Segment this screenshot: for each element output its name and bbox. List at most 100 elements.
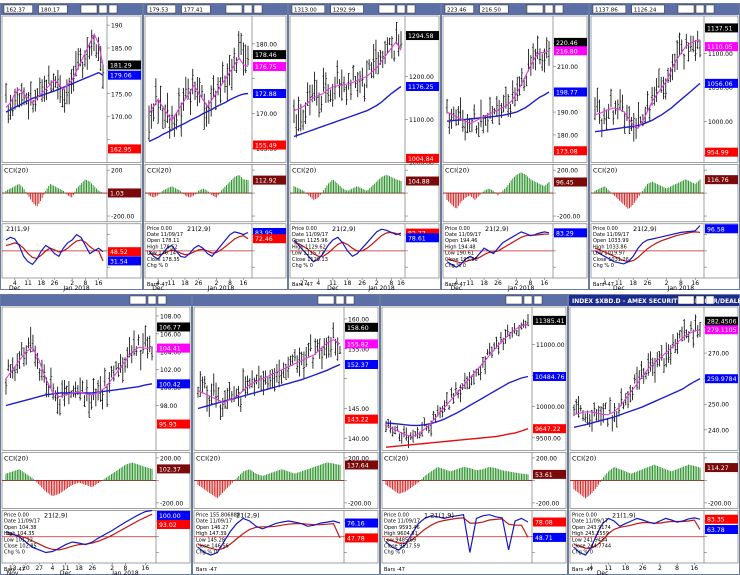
price-label-box bbox=[345, 322, 378, 332]
moving-average-slow bbox=[573, 378, 701, 428]
x-period-label: Nov bbox=[7, 570, 19, 575]
osc-title: 21(2,9) bbox=[633, 225, 657, 233]
price-label: 216.80 bbox=[556, 48, 578, 55]
moving-average-fast bbox=[293, 40, 402, 112]
data-window-line: Open 194.46 bbox=[445, 238, 477, 244]
title-bar bbox=[381, 295, 567, 306]
data-window-line: Close 244.7744 bbox=[572, 544, 611, 550]
x-tick-label: 16 bbox=[397, 280, 405, 287]
chart-panel-2: 179.53177.4146180.00170.00165.00178.4617… bbox=[143, 3, 288, 292]
x-tick-label: 18 bbox=[75, 565, 83, 572]
x-tick-label: 11 bbox=[605, 565, 613, 572]
data-window-line: Price 0.00 bbox=[384, 513, 409, 519]
title-bar-bg bbox=[442, 4, 588, 15]
sym-box bbox=[677, 4, 695, 14]
minimize-box bbox=[695, 4, 705, 14]
sym-box bbox=[129, 295, 147, 305]
cci-label-box bbox=[345, 460, 378, 470]
data-window-line: Low 241.9434 bbox=[572, 537, 607, 543]
header-value: 162.37 bbox=[6, 8, 26, 14]
sym-box bbox=[526, 4, 544, 14]
y-tick-label: 175.00 bbox=[111, 91, 132, 98]
title-bar: INDEX $XBD.D - AMEX SECURITIES BROKER/DE… bbox=[569, 295, 740, 306]
ohlc-bars bbox=[445, 35, 551, 141]
data-window-line: Low 1115.77 bbox=[292, 251, 324, 257]
price-label: 172.88 bbox=[255, 91, 277, 98]
x-tick-label: 8 bbox=[83, 280, 87, 287]
osc-label-box bbox=[533, 532, 566, 542]
ohlc-bars bbox=[196, 322, 342, 420]
x-tick-label: 26 bbox=[51, 280, 59, 287]
osc-label: 83.95 bbox=[255, 230, 273, 237]
close-box bbox=[406, 4, 416, 14]
data-window-line: High 1033.86 bbox=[593, 244, 627, 250]
data-window-line: Chg % 0 bbox=[196, 550, 217, 556]
y-tick-label: 160.00 bbox=[348, 316, 369, 323]
sym-box bbox=[225, 4, 243, 14]
y-tick-label: 11000.00 bbox=[536, 342, 565, 349]
price-label-box bbox=[705, 316, 738, 326]
price-label: 954.99 bbox=[707, 150, 729, 157]
x-tick-label: 13 bbox=[9, 565, 17, 572]
data-window-line: Price 0.00 bbox=[572, 513, 597, 519]
price-label: 198.77 bbox=[556, 89, 578, 96]
y-tick-label: 145.00 bbox=[348, 406, 369, 413]
x-tick-label: 8 bbox=[675, 565, 679, 572]
y-tick-label: 1100.00 bbox=[409, 117, 434, 124]
x-tick-label: 2 bbox=[515, 280, 519, 287]
cci-tick-label: -200.00 bbox=[708, 500, 731, 507]
cci-tick-label: 200.00 bbox=[557, 168, 578, 175]
title-bar bbox=[1, 295, 191, 306]
data-window-line: Low 101.12 bbox=[4, 537, 33, 543]
header-box bbox=[146, 4, 176, 14]
cci-label-box bbox=[533, 469, 566, 479]
cci-title: CCI(20) bbox=[147, 166, 171, 174]
chart-panel-4: 223.46216.5046220.00210.00190.00180.0022… bbox=[441, 3, 589, 292]
cci-tick-label: 200 bbox=[111, 168, 123, 175]
bars-count: Bars -47 bbox=[572, 567, 593, 573]
bars-count: Bars -47 bbox=[593, 282, 614, 288]
sym-box bbox=[317, 295, 335, 305]
moving-average-fast bbox=[446, 50, 550, 125]
price-label: 158.60 bbox=[347, 325, 369, 332]
y-tick-label: 250.00 bbox=[708, 402, 729, 409]
data-window-line: High 178.52 bbox=[147, 244, 178, 250]
data-window-line: High 147.39 bbox=[196, 531, 227, 537]
data-window-line: Price 0.00 bbox=[292, 226, 317, 232]
x-tick-label: 11 bbox=[168, 280, 176, 287]
data-window-line: Low 1019.97 bbox=[593, 251, 625, 257]
osc-main-line bbox=[594, 225, 701, 265]
data-window-line: Open 9593.46 bbox=[384, 525, 420, 531]
close-box bbox=[533, 295, 543, 305]
y-tick-label: 98.00 bbox=[160, 403, 177, 410]
moving-average-slow bbox=[446, 91, 550, 122]
bars-count: Bars -47 bbox=[147, 282, 168, 288]
cci-title: CCI(20) bbox=[445, 166, 469, 174]
data-window-line: Chg % 0 bbox=[147, 263, 168, 269]
cci-tick-label: -200.00 bbox=[111, 214, 134, 221]
price-label: 143.22 bbox=[347, 417, 369, 424]
osc-main-line bbox=[5, 233, 104, 266]
osc-label-box bbox=[705, 224, 738, 234]
y-tick-label: 10000.00 bbox=[536, 404, 565, 411]
x-period-label: Dec bbox=[327, 285, 339, 292]
moving-average-slow bbox=[148, 92, 249, 143]
x-period-label: Dec bbox=[152, 285, 164, 292]
price-label-box bbox=[157, 419, 190, 429]
x-tick-label: 4 bbox=[454, 280, 458, 287]
bars-count: Bars -47 bbox=[196, 567, 217, 573]
x-tick-label: 27 bbox=[35, 565, 43, 572]
price-label-box bbox=[705, 23, 738, 33]
price-label: 220.46 bbox=[556, 40, 578, 47]
osc-label-box bbox=[705, 525, 738, 535]
osc-title: 21(1,9) bbox=[612, 512, 636, 520]
price-label: 10484.76 bbox=[535, 374, 565, 381]
close-box bbox=[705, 295, 715, 305]
data-window-line: High 104.35 bbox=[4, 531, 35, 537]
data-window-line: Date 11/09/17 bbox=[292, 232, 328, 238]
x-tick-label: 2 bbox=[658, 565, 662, 572]
x-period-label: Dec bbox=[60, 570, 72, 575]
price-label-box bbox=[554, 37, 587, 47]
